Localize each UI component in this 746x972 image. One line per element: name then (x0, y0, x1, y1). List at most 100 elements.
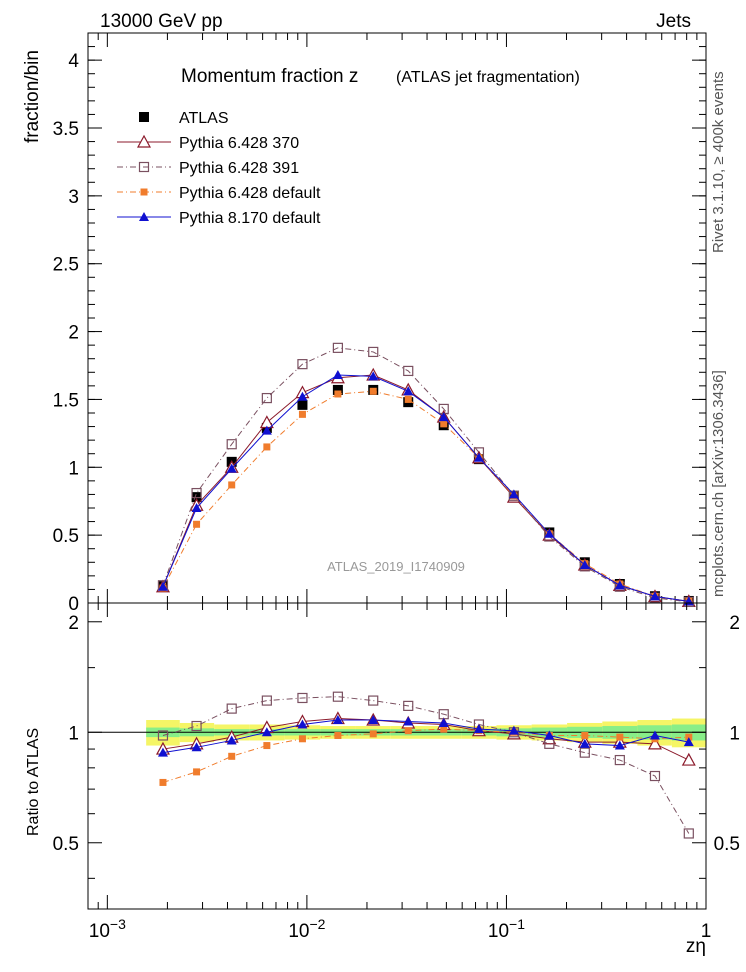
series-3-ratio-point (581, 731, 589, 739)
series-4-point (403, 386, 414, 396)
y-tick-label: 2 (68, 323, 79, 344)
header-left: 13000 GeV pp (100, 11, 223, 32)
y-tick-label: 0.5 (53, 834, 79, 855)
series-2-ratio-point (191, 720, 202, 732)
series-4-ratio-point (683, 737, 694, 747)
series-3-ratio-point (298, 735, 306, 743)
y-tick-label: 1 (68, 458, 79, 479)
legend-marker (140, 188, 148, 196)
series-3-ratio-point (404, 727, 412, 735)
x-tick-label: 1 (701, 921, 712, 942)
y-tick-label: 2.5 (53, 255, 79, 276)
series-4-ratio-point (157, 747, 168, 757)
series-4-point (332, 370, 343, 379)
series-3-ratio-point (228, 752, 236, 760)
series-3-ratio-point (193, 768, 201, 776)
y-tick-label: 1.5 (53, 390, 79, 411)
series-4-point (157, 581, 168, 591)
series-3-point (263, 443, 271, 451)
legend-label: Pythia 6.428 370 (179, 135, 299, 152)
y-axis-label-main: fraction/bin (22, 50, 43, 143)
series-4-ratio-line (162, 719, 689, 754)
legend-marker (139, 212, 149, 221)
series-0-point (297, 399, 308, 410)
ratio-frame (87, 602, 707, 910)
series-2-ratio-point (226, 703, 237, 714)
series-3-point (334, 390, 342, 398)
series-3-ratio-point (440, 725, 448, 733)
series-2-point (403, 365, 414, 377)
series-4-ratio-point (579, 738, 590, 748)
series-3-point (404, 395, 412, 403)
series-3-ratio-point (334, 731, 342, 739)
legend-marker (136, 134, 152, 148)
series-4-ratio-point (226, 735, 237, 745)
series-2-line (162, 347, 689, 603)
series-2-point (368, 346, 379, 358)
series-4-point (508, 489, 519, 499)
series-4-point (297, 391, 308, 401)
legend-marker (139, 112, 149, 122)
series-3-ratio-point (159, 778, 167, 786)
series-4-point (368, 371, 379, 381)
series-4-ratio-point (508, 725, 519, 735)
series-4-ratio-point (332, 715, 343, 725)
series-2-point (261, 392, 272, 404)
series-4-point (438, 412, 449, 422)
series-4-ratio-point (438, 717, 449, 727)
series-4-point (473, 452, 484, 462)
legend-label: ATLAS (179, 110, 229, 127)
series-2-ratio-point (614, 754, 625, 766)
series-4-point (261, 425, 272, 435)
y-tick-label-right: 2 (729, 613, 740, 634)
header-right: Jets (656, 11, 691, 32)
main-panel: 0 0.5 1 1.5 2 2.5 3 3.5 4 (53, 32, 707, 615)
legend-label: Pythia 6.428 391 (179, 160, 299, 177)
chart-title: Momentum fraction z (181, 66, 358, 87)
series-0-point (332, 384, 343, 395)
series-3-point (193, 520, 201, 528)
series-2-ratio-point (297, 692, 308, 704)
series-4-ratio-point (191, 742, 202, 752)
series-1-ratio-line (162, 718, 690, 761)
series-3-line (162, 390, 689, 602)
mcplots-label: mcplots.cern.ch [arXiv:1306.3436] (710, 370, 727, 597)
series-4-point (579, 560, 590, 569)
series-4-point (191, 503, 202, 512)
series-4-ratio-point (473, 724, 484, 734)
series-4-point (649, 591, 660, 601)
series-2-ratio-point (579, 747, 590, 758)
y-tick-label: 3.5 (53, 119, 79, 140)
y-tick-label: 3 (68, 187, 79, 208)
series-4-line (162, 374, 689, 602)
ratio-panel: 10−3 10−2 10−1 1 0.5 0.5 1 1 2 2 (53, 602, 740, 942)
series-2-ratio-point (261, 695, 272, 706)
series-3-point (440, 420, 448, 428)
legend-marker (138, 161, 150, 173)
series-3-ratio-point (369, 730, 377, 738)
series-4-ratio-point (544, 730, 555, 740)
series-1-ratio-point (681, 752, 696, 766)
series-4-ratio-point (368, 715, 379, 725)
series-2-ratio-point (403, 700, 414, 711)
series-3-point (369, 387, 377, 395)
y-tick-label: 2 (68, 613, 79, 634)
x-tick-label: 10−1 (488, 916, 525, 942)
y-tick-label-right: 1 (729, 723, 740, 744)
series-4-ratio-point (297, 719, 308, 729)
series-3-ratio-point (685, 733, 693, 741)
series-2-point (297, 359, 308, 370)
series-2-point (226, 439, 237, 450)
x-axis-label: zη (686, 936, 706, 957)
series-1-ratio-point (647, 736, 662, 750)
series-4-ratio-point (261, 727, 272, 737)
series-3-point (228, 481, 236, 489)
series-4-point (614, 580, 625, 590)
series-2-point (191, 487, 202, 499)
series-2-ratio-point (332, 691, 343, 702)
legend-label: Pythia 6.428 default (179, 185, 321, 202)
series-4-ratio-point (403, 716, 414, 726)
y-tick-label-right: 0.5 (714, 834, 740, 855)
y-tick-label: 1 (68, 723, 79, 744)
series-3-ratio-line (162, 728, 689, 783)
